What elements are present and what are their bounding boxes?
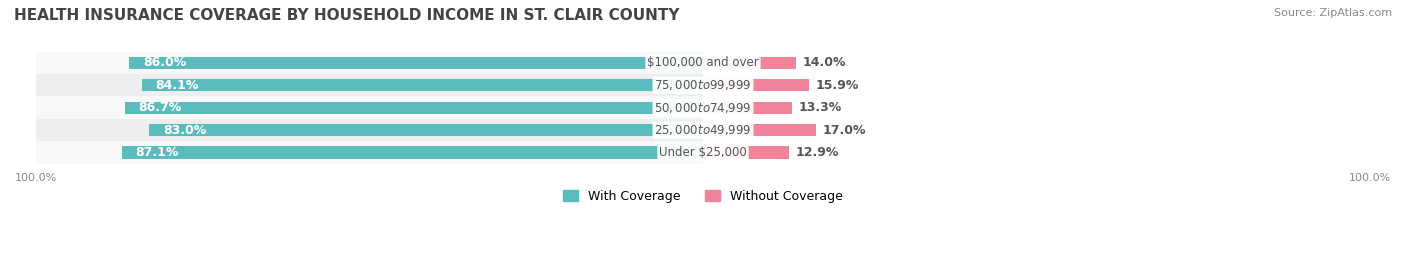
Bar bbox=[37, 97, 703, 119]
Text: $75,000 to $99,999: $75,000 to $99,999 bbox=[654, 78, 752, 92]
Text: Under $25,000: Under $25,000 bbox=[659, 146, 747, 159]
Bar bbox=[703, 146, 789, 159]
Bar bbox=[703, 79, 808, 91]
Text: 83.0%: 83.0% bbox=[163, 123, 207, 137]
Text: HEALTH INSURANCE COVERAGE BY HOUSEHOLD INCOME IN ST. CLAIR COUNTY: HEALTH INSURANCE COVERAGE BY HOUSEHOLD I… bbox=[14, 8, 679, 23]
Bar bbox=[703, 57, 796, 69]
Bar bbox=[37, 141, 703, 164]
Text: 87.1%: 87.1% bbox=[135, 146, 179, 159]
Bar bbox=[703, 101, 792, 114]
Legend: With Coverage, Without Coverage: With Coverage, Without Coverage bbox=[558, 185, 848, 208]
Bar bbox=[142, 79, 703, 91]
Bar bbox=[37, 74, 703, 97]
Bar bbox=[125, 101, 703, 114]
Text: 15.9%: 15.9% bbox=[815, 79, 859, 92]
Text: 86.7%: 86.7% bbox=[138, 101, 181, 114]
Text: Source: ZipAtlas.com: Source: ZipAtlas.com bbox=[1274, 8, 1392, 18]
Bar bbox=[149, 124, 703, 136]
Text: $100,000 and over: $100,000 and over bbox=[647, 56, 759, 69]
Text: 84.1%: 84.1% bbox=[156, 79, 198, 92]
Bar bbox=[703, 124, 817, 136]
Text: $25,000 to $49,999: $25,000 to $49,999 bbox=[654, 123, 752, 137]
Text: 14.0%: 14.0% bbox=[803, 56, 846, 69]
Bar bbox=[129, 57, 703, 69]
Bar bbox=[122, 146, 703, 159]
Text: 17.0%: 17.0% bbox=[823, 123, 866, 137]
Text: 13.3%: 13.3% bbox=[799, 101, 842, 114]
Text: 86.0%: 86.0% bbox=[143, 56, 186, 69]
Text: $50,000 to $74,999: $50,000 to $74,999 bbox=[654, 101, 752, 115]
Bar bbox=[37, 52, 703, 74]
Text: 12.9%: 12.9% bbox=[796, 146, 839, 159]
Bar bbox=[37, 119, 703, 141]
